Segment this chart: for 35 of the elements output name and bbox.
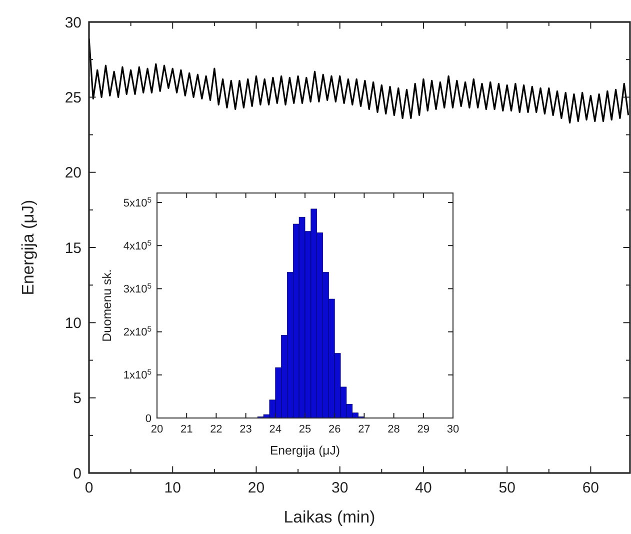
x-tick-label: 22 — [210, 423, 222, 436]
x-tick-label: 30 — [446, 423, 460, 436]
y-tick-label: 1x10$^{5}$ — [123, 367, 152, 382]
y-tick-label: 10 — [64, 314, 82, 332]
x-tick-label: 10 — [164, 480, 181, 496]
y-tick-label: 15 — [64, 240, 82, 257]
y-axis-title: Duomenu sk. — [100, 269, 114, 342]
x-tick-label: 40 — [415, 480, 432, 496]
x-tick-label: 27 — [358, 423, 370, 436]
x-tick-label: 29 — [417, 423, 430, 436]
x-tick-label: 26 — [328, 423, 341, 436]
y-axis-title: Energija (μJ) — [18, 200, 38, 296]
y-tick-label: 2x10$^{5}$ — [123, 324, 152, 339]
y-tick-label: 0 — [73, 465, 82, 482]
y-tick-label: 5 — [73, 390, 82, 408]
x-tick-label: 25 — [298, 423, 312, 436]
y-tick-label: 30 — [64, 14, 82, 32]
y-tick-label: 4x10$^{5}$ — [123, 238, 152, 252]
x-tick-label: 23 — [240, 423, 252, 436]
x-tick-label: 0 — [84, 480, 94, 496]
y-tick-label: 25 — [64, 89, 82, 106]
x-tick-label: 60 — [582, 480, 600, 496]
y-tick-label: 20 — [64, 164, 82, 182]
y-tick-label: 3x10$^{5}$ — [123, 281, 152, 296]
x-tick-label: 28 — [388, 423, 400, 436]
x-tick-label: 24 — [269, 423, 282, 436]
y-tick-label: 0 — [145, 412, 152, 425]
x-tick-label: 20 — [150, 423, 164, 436]
x-tick-label: 30 — [332, 480, 348, 496]
y-tick-label: 5x10$^{5}$ — [123, 194, 152, 210]
x-tick-label: 50 — [498, 480, 516, 496]
x-axis-title: Laikas (min) — [284, 508, 376, 526]
x-tick-label: 20 — [248, 480, 265, 496]
x-axis-title: Energija (μJ) — [270, 443, 340, 458]
x-tick-label: 21 — [180, 423, 193, 436]
